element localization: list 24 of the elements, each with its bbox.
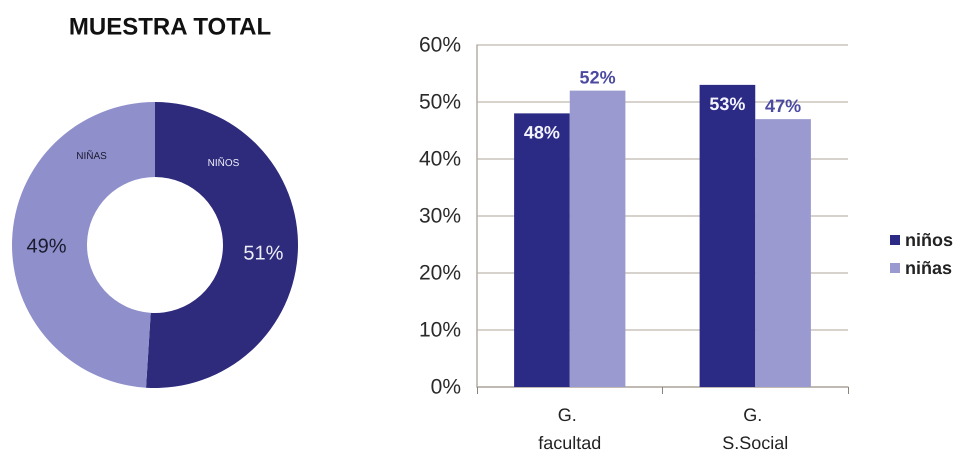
data-label: 47% <box>765 96 802 116</box>
y-tick-label: 60% <box>418 34 461 56</box>
y-tick-label: 50% <box>418 90 461 114</box>
slice-label: NIÑAS <box>76 150 108 162</box>
slice-label: NIÑOS <box>208 156 240 169</box>
data-label: 48% <box>524 122 560 142</box>
y-tick-label: 20% <box>418 262 461 284</box>
x-tick-label: G. facultad <box>538 405 602 453</box>
bar <box>514 113 570 387</box>
legend-label: niñas <box>905 258 952 278</box>
y-tick-label: 30% <box>418 204 461 228</box>
y-tick-label: 10% <box>418 318 461 342</box>
bar <box>755 119 811 387</box>
x-tick-label: G. S.Social <box>722 405 788 453</box>
data-label: 53% <box>709 94 746 114</box>
bar <box>700 84 756 387</box>
chart-title: MUESTRA TOTAL <box>68 14 272 40</box>
y-tick-label: 0% <box>430 376 461 398</box>
bar <box>570 90 626 387</box>
data-label: 51% <box>243 242 284 264</box>
y-tick-label: 40% <box>418 148 461 170</box>
data-label: 49% <box>26 236 67 258</box>
data-label: 52% <box>580 68 616 88</box>
legend-label: niños <box>905 230 954 250</box>
